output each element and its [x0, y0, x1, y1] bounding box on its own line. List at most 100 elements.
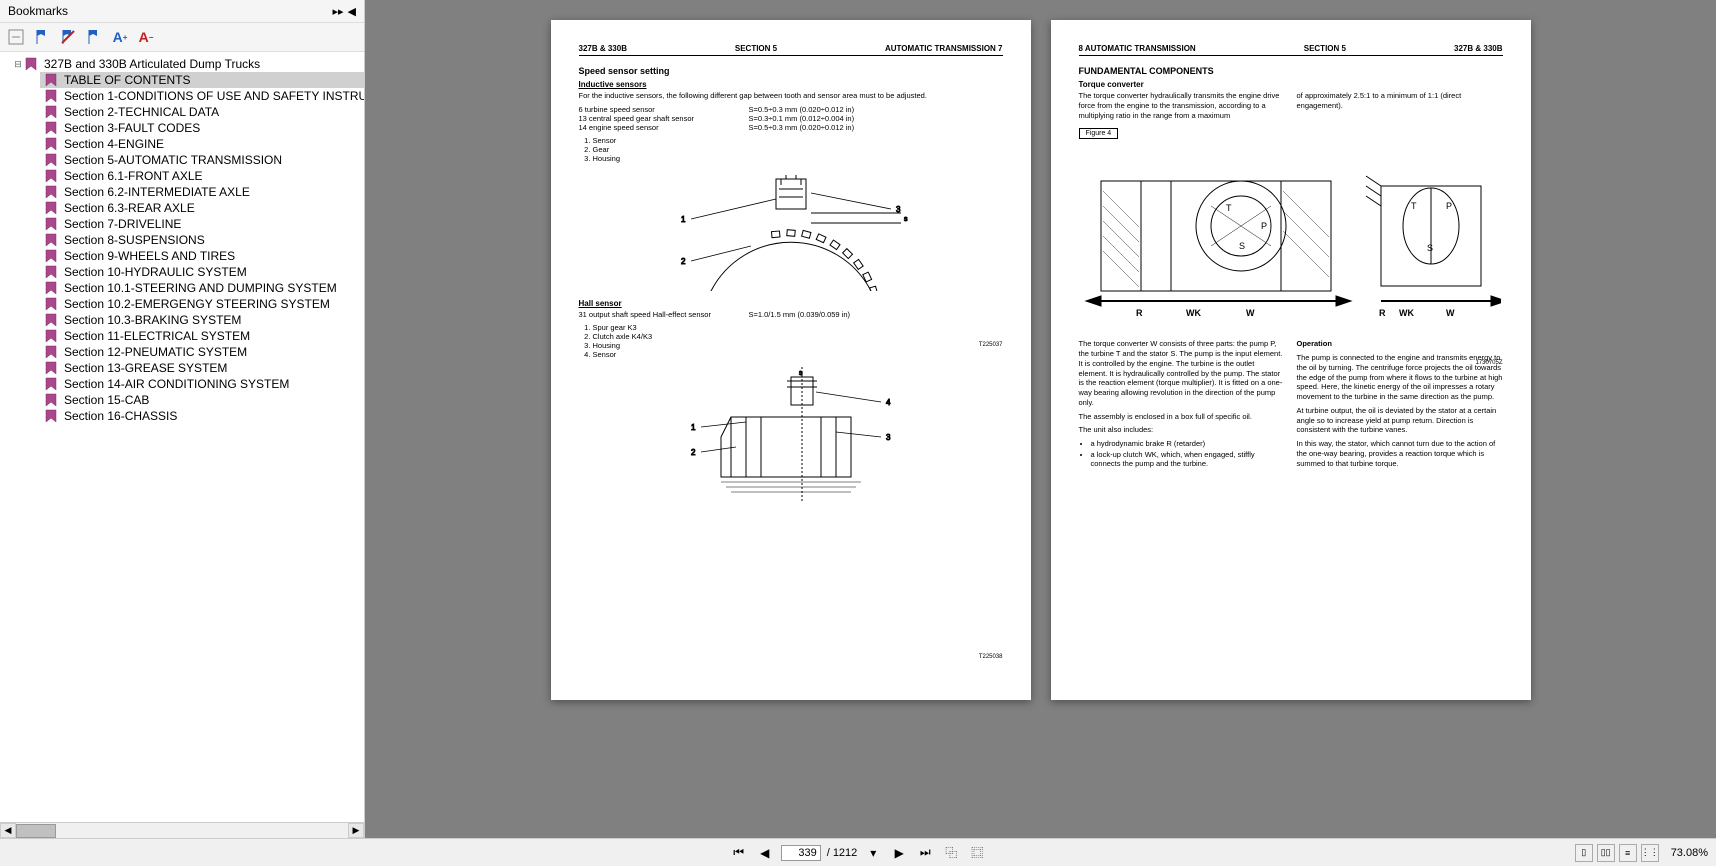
scroll-left-icon[interactable]: ◀	[0, 823, 16, 838]
tree-label: Section 16-CHASSIS	[64, 409, 177, 423]
facing-page-icon[interactable]: ▯▯	[1597, 844, 1615, 862]
hdr-mid: SECTION 5	[1304, 44, 1346, 53]
tree-node[interactable]: Section 15-CAB	[40, 392, 364, 408]
tree-node[interactable]: Section 10.3-BRAKING SYSTEM	[40, 312, 364, 328]
list-item: a hydrodynamic brake R (retarder)	[1091, 439, 1285, 448]
tree-node[interactable]: Section 16-CHASSIS	[40, 408, 364, 424]
main-area: 327B & 330B SECTION 5 AUTOMATIC TRANSMIS…	[365, 0, 1716, 838]
page-layout-alt-icon[interactable]: ⿴	[967, 843, 987, 863]
sensor-row: 13 central speed gear shaft sensorS=0.3÷…	[579, 114, 1003, 123]
svg-text:1: 1	[691, 423, 696, 432]
tree-label: Section 10.3-BRAKING SYSTEM	[64, 313, 241, 327]
svg-text:R: R	[1136, 308, 1143, 318]
continuous-icon[interactable]: ≡	[1619, 844, 1637, 862]
sidebar-hscroll[interactable]: ◀ ▶	[0, 822, 364, 838]
tree-root-label: 327B and 330B Articulated Dump Trucks	[44, 57, 260, 71]
tree-label: Section 6.3-REAR AXLE	[64, 201, 195, 215]
page-layout-icon[interactable]: ⿻	[941, 843, 961, 863]
bookmark-icon	[44, 249, 58, 263]
tree-label: Section 3-FAULT CODES	[64, 121, 200, 135]
tree-node[interactable]: Section 10.2-EMERGENGY STEERING SYSTEM	[40, 296, 364, 312]
page-dropdown-icon[interactable]: ▾	[863, 843, 883, 863]
collapse-icon[interactable]: ▸▸	[332, 5, 343, 18]
tree-node[interactable]: Section 12-PNEUMATIC SYSTEM	[40, 344, 364, 360]
dock-left-icon[interactable]: ◀	[348, 5, 356, 18]
bottom-toolbar: ⏮ ◀ / 1212 ▾ ▶ ⏭ ⿻ ⿴ ▯ ▯▯ ≡ ⋮⋮ 73.08%	[0, 838, 1716, 866]
tree-node[interactable]: Section 13-GREASE SYSTEM	[40, 360, 364, 376]
next-page-icon[interactable]: ▶	[889, 843, 909, 863]
pdf-viewer[interactable]: 327B & 330B SECTION 5 AUTOMATIC TRANSMIS…	[365, 0, 1716, 838]
svg-text:s: s	[904, 216, 908, 223]
sensor-label: 13 central speed gear shaft sensor	[579, 114, 749, 123]
tree-node[interactable]: Section 4-ENGINE	[40, 136, 364, 152]
bookmark-flag-red-icon[interactable]	[60, 29, 76, 45]
list-item: Gear	[593, 145, 1003, 154]
tree-label: Section 2-TECHNICAL DATA	[64, 105, 219, 119]
paragraph: The torque converter W consists of three…	[1079, 339, 1285, 407]
sensor-value: S=0.5÷0.3 mm (0.020÷0.012 in)	[749, 105, 1003, 114]
tree-node[interactable]: Section 2-TECHNICAL DATA	[40, 104, 364, 120]
bookmark-icon	[44, 201, 58, 215]
hdr-mid: SECTION 5	[735, 44, 777, 53]
hdr-right: AUTOMATIC TRANSMISSION 7	[885, 44, 1002, 53]
tree-node[interactable]: Section 7-DRIVELINE	[40, 216, 364, 232]
svg-text:S: S	[1427, 243, 1433, 253]
tree-label: Section 7-DRIVELINE	[64, 217, 181, 231]
tree-node[interactable]: TABLE OF CONTENTS	[40, 72, 364, 88]
page-total: / 1212	[827, 847, 858, 859]
tree-node[interactable]: Section 14-AIR CONDITIONING SYSTEM	[40, 376, 364, 392]
single-page-icon[interactable]: ▯	[1575, 844, 1593, 862]
sensor-row: 6 turbine speed sensorS=0.5÷0.3 mm (0.02…	[579, 105, 1003, 114]
svg-text:T: T	[1226, 203, 1232, 213]
bookmark-icon	[44, 217, 58, 231]
bookmark-icon	[44, 393, 58, 407]
bookmark-icon	[44, 345, 58, 359]
tree-node[interactable]: Section 10.1-STEERING AND DUMPING SYSTEM	[40, 280, 364, 296]
hdr-right: 327B & 330B	[1454, 44, 1502, 53]
tree-label: Section 8-SUSPENSIONS	[64, 233, 205, 247]
expander-icon[interactable]: ⊟	[12, 59, 24, 70]
bookmark-flag-alt-icon[interactable]	[86, 29, 102, 45]
scroll-thumb[interactable]	[16, 824, 56, 838]
tree-node[interactable]: Section 5-AUTOMATIC TRANSMISSION	[40, 152, 364, 168]
subheading: Hall sensor	[579, 299, 1003, 308]
tree-label: Section 5-AUTOMATIC TRANSMISSION	[64, 153, 282, 167]
list-item: Spur gear K3	[593, 323, 1003, 332]
last-page-icon[interactable]: ⏭	[915, 843, 935, 863]
expand-all-icon[interactable]	[8, 29, 24, 45]
paragraph: The torque converter hydraulically trans…	[1079, 91, 1285, 120]
tree-node[interactable]: Section 8-SUSPENSIONS	[40, 232, 364, 248]
tree-node[interactable]: Section 9-WHEELS AND TIRES	[40, 248, 364, 264]
figure-1: 1 2 3 s	[579, 171, 1003, 291]
bookmark-flag-blue-icon[interactable]	[34, 29, 50, 45]
font-decrease-icon[interactable]: A−	[138, 29, 154, 45]
font-increase-icon[interactable]: A+	[112, 29, 128, 45]
bookmark-icon	[44, 409, 58, 423]
tree-node[interactable]: Section 1-CONDITIONS OF USE AND SAFETY I…	[40, 88, 364, 104]
tree-label: Section 11-ELECTRICAL SYSTEM	[64, 329, 250, 343]
tree-node[interactable]: Section 3-FAULT CODES	[40, 120, 364, 136]
tree-label: Section 6.1-FRONT AXLE	[64, 169, 203, 183]
tree-node[interactable]: Section 10-HYDRAULIC SYSTEM	[40, 264, 364, 280]
sensor-row: 14 engine speed sensorS=0.5÷0.3 mm (0.02…	[579, 123, 1003, 132]
tree-root-node[interactable]: ⊟ 327B and 330B Articulated Dump Trucks	[8, 56, 364, 72]
tree-label: TABLE OF CONTENTS	[64, 73, 190, 87]
continuous-facing-icon[interactable]: ⋮⋮	[1641, 844, 1659, 862]
tree-node[interactable]: Section 6.3-REAR AXLE	[40, 200, 364, 216]
scroll-right-icon[interactable]: ▶	[348, 823, 364, 838]
first-page-icon[interactable]: ⏮	[729, 843, 749, 863]
sensor-row: 31 output shaft speed Hall-effect sensor…	[579, 310, 1003, 319]
svg-text:3: 3	[886, 433, 891, 442]
bookmark-icon	[44, 313, 58, 327]
tree-label: Section 6.2-INTERMEDIATE AXLE	[64, 185, 250, 199]
tree-label: Section 10.1-STEERING AND DUMPING SYSTEM	[64, 281, 337, 295]
figure-id: T225037	[979, 342, 1003, 348]
subheading: Operation	[1297, 339, 1503, 349]
prev-page-icon[interactable]: ◀	[755, 843, 775, 863]
page-number-input[interactable]	[781, 845, 821, 861]
bookmark-icon	[44, 185, 58, 199]
svg-text:P: P	[1261, 221, 1267, 231]
tree-node[interactable]: Section 6.2-INTERMEDIATE AXLE	[40, 184, 364, 200]
tree-node[interactable]: Section 6.1-FRONT AXLE	[40, 168, 364, 184]
tree-node[interactable]: Section 11-ELECTRICAL SYSTEM	[40, 328, 364, 344]
